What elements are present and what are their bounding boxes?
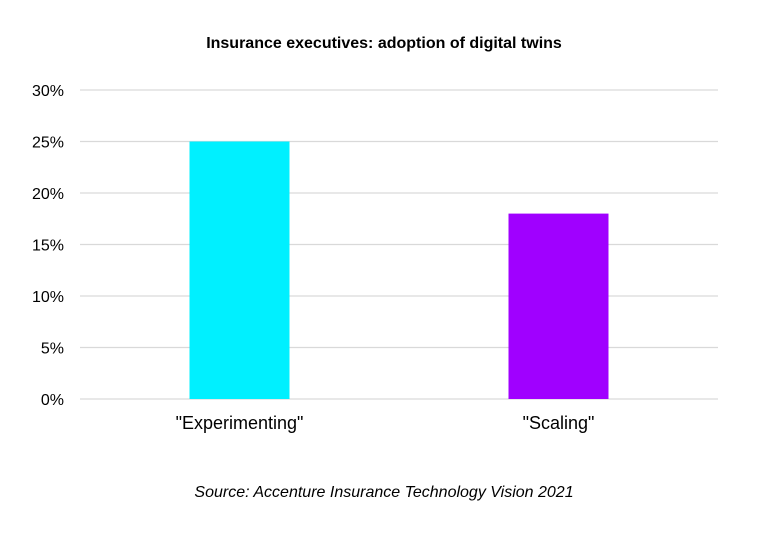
x-tick-label: "Scaling" <box>523 413 595 433</box>
chart-title: Insurance executives: adoption of digita… <box>206 35 562 52</box>
gridlines <box>80 89 718 400</box>
bars <box>189 141 609 399</box>
y-tick-label: 0% <box>41 392 64 409</box>
source-note: Source: Accenture Insurance Technology V… <box>194 484 573 501</box>
y-axis-ticks: 0% 5% 10% 15% 20% 25% 30% <box>32 83 64 409</box>
bar <box>189 141 290 399</box>
y-tick-label: 25% <box>32 135 64 152</box>
y-tick-label: 15% <box>32 238 64 255</box>
bar <box>508 213 609 399</box>
y-tick-label: 10% <box>32 289 64 306</box>
y-tick-label: 5% <box>41 341 64 358</box>
y-tick-label: 20% <box>32 186 64 203</box>
x-tick-label: "Experimenting" <box>176 413 304 433</box>
x-axis-labels: "Experimenting" "Scaling" <box>176 413 595 433</box>
y-tick-label: 30% <box>32 83 64 100</box>
